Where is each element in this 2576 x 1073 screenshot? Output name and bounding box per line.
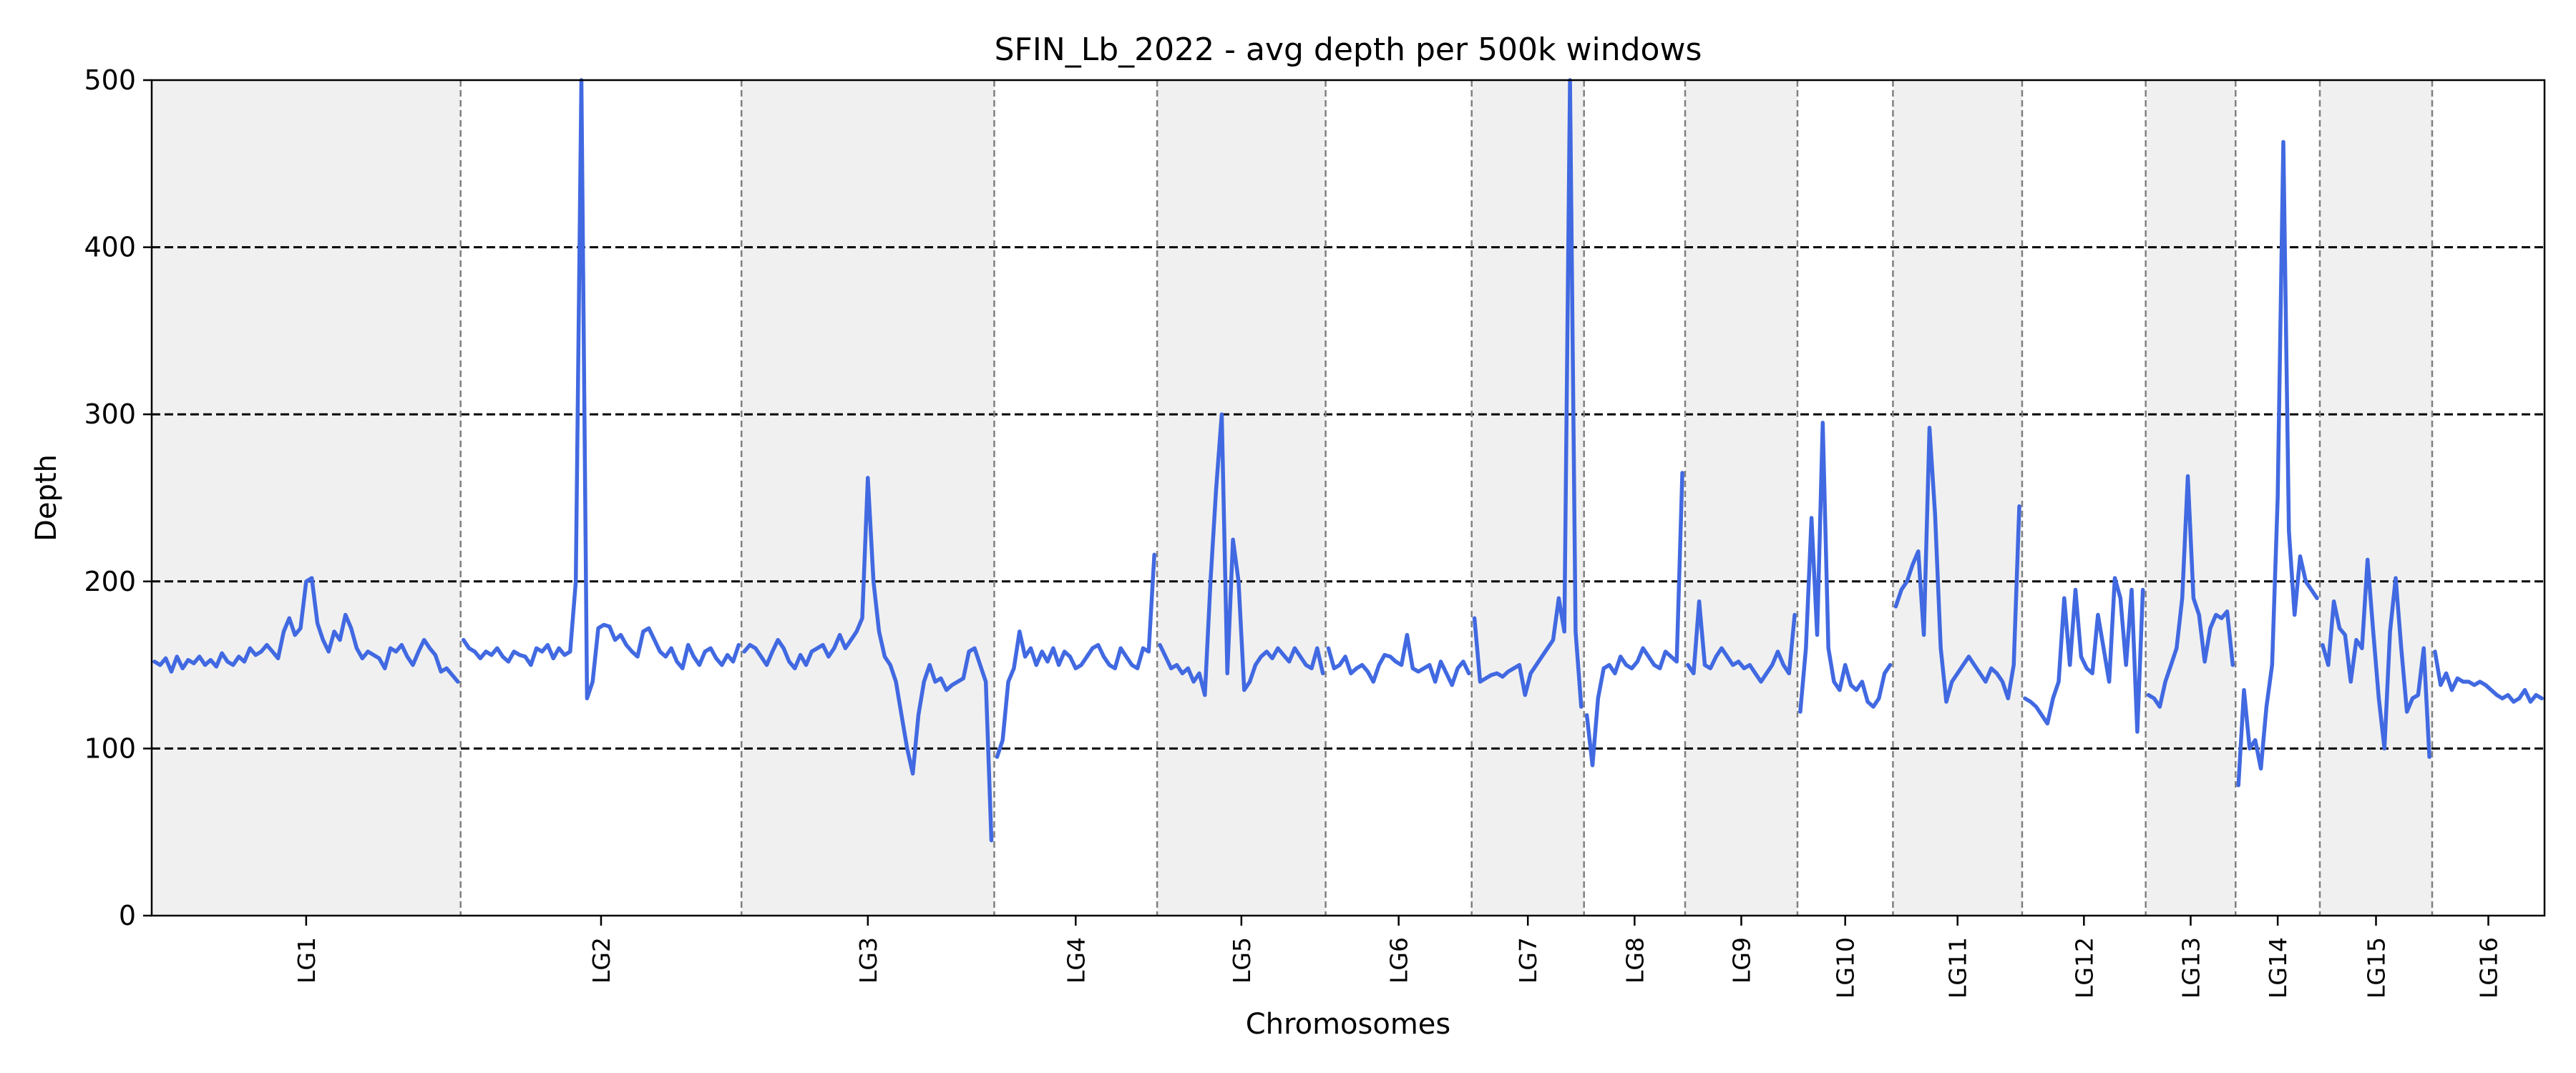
- series-lg8: [1584, 471, 1684, 768]
- chart-title: SFIN_Lb_2022 - avg depth per 500k window…: [995, 31, 1702, 68]
- ytick-label-500: 500: [84, 64, 136, 96]
- xtick-label-lg7: LG7: [1514, 937, 1542, 984]
- ytick-label-200: 200: [84, 566, 136, 597]
- xtick-label-lg11: LG11: [1944, 937, 1972, 999]
- ytick-label-0: 0: [119, 900, 136, 931]
- xtick-label-lg12: LG12: [2070, 937, 2098, 999]
- xtick-label-lg2: LG2: [587, 937, 615, 984]
- xtick-label-lg1: LG1: [293, 937, 321, 984]
- xtick-label-lg3: LG3: [854, 937, 882, 984]
- series-lg5: [1158, 412, 1325, 697]
- ytick-label-100: 100: [84, 733, 136, 764]
- plot-frame: [150, 79, 2546, 917]
- series-lg16: [2433, 650, 2544, 704]
- chromosome-shading: [152, 80, 2433, 916]
- y-axis: 0 100 200 300 400 500: [84, 64, 152, 931]
- series-lg10: [1798, 421, 1893, 714]
- xtick-label-lg9: LG9: [1727, 937, 1755, 984]
- series-lg11: [1893, 426, 2021, 704]
- depth-series: [152, 78, 2544, 843]
- x-axis-label: Chromosomes: [1246, 1008, 1450, 1041]
- ytick-label-300: 300: [84, 398, 136, 430]
- chromosome-separators: [459, 80, 2434, 916]
- xtick-label-lg6: LG6: [1385, 937, 1413, 984]
- xtick-label-lg13: LG13: [2177, 937, 2205, 999]
- series-lg9: [1686, 599, 1797, 684]
- xtick-label-lg16: LG16: [2475, 937, 2503, 999]
- xtick-label-lg5: LG5: [1228, 937, 1256, 984]
- series-lg7: [1472, 78, 1584, 709]
- series-lg2: [461, 78, 741, 701]
- shade-lg1: [152, 80, 461, 916]
- y-axis-label: Depth: [30, 454, 63, 542]
- series-lg3: [742, 476, 994, 843]
- series-lg4: [995, 552, 1156, 759]
- xtick-label-lg10: LG10: [1832, 937, 1860, 999]
- series-lg6: [1326, 632, 1471, 687]
- shade-lg11: [1893, 80, 2022, 916]
- series-lg15: [2321, 557, 2431, 759]
- ytick-label-400: 400: [84, 232, 136, 263]
- shade-lg5: [1157, 80, 1326, 916]
- xtick-label-lg15: LG15: [2363, 937, 2391, 999]
- xtick-label-lg14: LG14: [2264, 937, 2292, 999]
- xtick-label-lg8: LG8: [1621, 937, 1649, 984]
- series-lg12: [2023, 576, 2145, 734]
- x-axis: LG1 LG2 LG3 LG4 LG5 LG6 LG7 LG8 LG9 LG10 LG11 LG12 L…: [293, 916, 2503, 999]
- shade-lg15: [2320, 80, 2433, 916]
- series-lg13: [2146, 474, 2235, 709]
- shade-lg9: [1684, 80, 1797, 916]
- series-lg14: [2236, 139, 2319, 788]
- series-lg1: [152, 576, 460, 684]
- xtick-label-lg4: LG4: [1062, 937, 1090, 984]
